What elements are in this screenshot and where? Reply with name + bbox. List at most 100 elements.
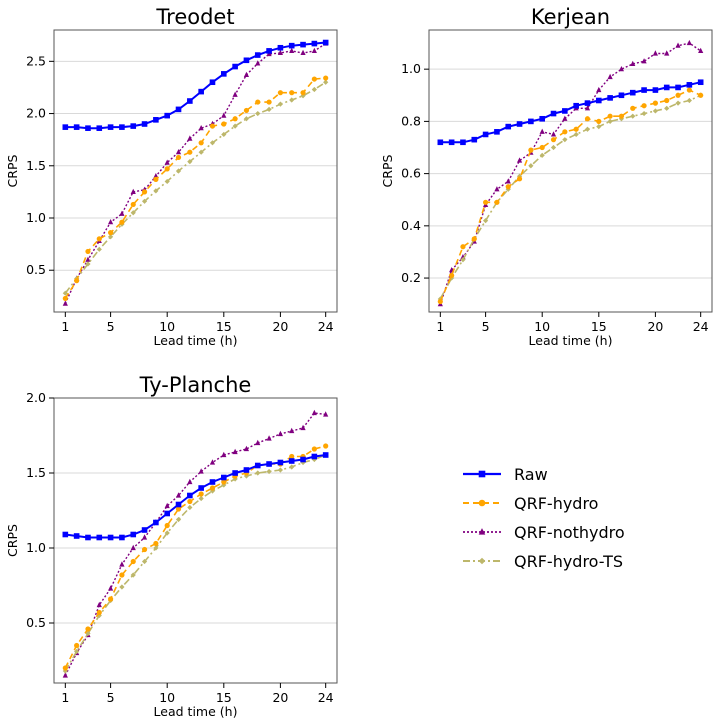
- series-line-raw: [65, 454, 326, 539]
- data-point-qrf-nothydro: [108, 218, 114, 225]
- data-point-qrf-hydro-ts: [289, 97, 295, 103]
- data-point-qrf-hydro: [198, 140, 204, 146]
- data-point-qrf-nothydro: [596, 86, 602, 93]
- data-point-qrf-hydro: [175, 154, 182, 161]
- data-point-raw: [322, 39, 329, 46]
- chart-title: Ty-Planche: [139, 373, 252, 397]
- y-axis-label: CRPS: [380, 154, 395, 187]
- data-point-qrf-hydro-ts: [550, 144, 557, 151]
- data-point-qrf-nothydro: [641, 58, 647, 64]
- data-point-qrf-hydro: [164, 166, 170, 172]
- data-point-raw: [686, 82, 693, 88]
- y-tick-label: 1.0: [26, 540, 46, 555]
- data-point-raw: [141, 121, 148, 127]
- data-point-raw: [311, 40, 318, 47]
- data-point-raw: [697, 79, 704, 86]
- data-point-qrf-hydro-ts: [153, 545, 159, 551]
- data-point-qrf-hydro: [641, 103, 647, 109]
- data-point-qrf-nothydro: [311, 47, 317, 53]
- data-point-qrf-hydro-ts: [164, 530, 170, 536]
- data-point-raw: [528, 118, 534, 125]
- data-point-qrf-hydro: [266, 99, 272, 105]
- x-tick-label: 20: [647, 319, 663, 334]
- data-point-qrf-hydro: [96, 236, 102, 242]
- data-point-qrf-nothydro: [232, 91, 238, 97]
- data-point-qrf-hydro: [471, 236, 477, 242]
- data-point-qrf-hydro: [652, 100, 659, 106]
- data-point-qrf-nothydro: [289, 427, 295, 434]
- data-point-qrf-nothydro: [698, 47, 704, 53]
- data-point-raw: [243, 467, 250, 473]
- data-point-raw: [96, 534, 103, 541]
- data-point-qrf-hydro: [584, 116, 591, 122]
- data-point-raw: [85, 125, 91, 131]
- data-point-qrf-hydro: [311, 76, 317, 82]
- data-point-qrf-hydro: [449, 272, 455, 279]
- data-point-qrf-hydro-ts: [232, 123, 238, 129]
- data-point-qrf-hydro: [209, 123, 216, 129]
- x-tick-label: 15: [216, 319, 232, 334]
- data-point-raw: [266, 461, 272, 467]
- data-point-qrf-nothydro: [243, 445, 250, 452]
- data-point-qrf-hydro: [130, 558, 136, 565]
- data-point-raw: [288, 458, 295, 464]
- data-point-raw: [437, 139, 444, 146]
- y-axis-label: CRPS: [5, 524, 20, 557]
- data-point-raw: [322, 452, 329, 458]
- data-point-qrf-hydro-ts: [198, 149, 204, 155]
- data-point-qrf-nothydro: [277, 430, 283, 437]
- data-point-raw: [175, 501, 182, 508]
- data-point-qrf-hydro-ts: [573, 131, 579, 138]
- data-point-qrf-hydro-ts: [266, 468, 272, 475]
- y-axis-label: CRPS: [5, 154, 20, 187]
- data-point-qrf-hydro-ts: [652, 108, 658, 114]
- data-point-qrf-hydro-ts: [108, 234, 114, 240]
- data-point-qrf-hydro: [243, 107, 250, 114]
- data-point-qrf-hydro-ts: [483, 218, 489, 224]
- data-point-raw: [607, 95, 613, 101]
- x-tick-label: 1: [61, 319, 69, 334]
- data-point-qrf-hydro-ts: [562, 137, 568, 143]
- data-point-qrf-hydro: [198, 491, 204, 497]
- data-point-qrf-nothydro: [300, 49, 306, 56]
- data-point-raw: [300, 41, 306, 48]
- data-point-qrf-hydro-ts: [528, 163, 534, 169]
- data-point-qrf-hydro: [108, 230, 114, 236]
- y-tick-label: 2.0: [26, 390, 46, 405]
- y-tick-label: 2.5: [26, 53, 46, 68]
- data-point-raw: [277, 459, 284, 466]
- data-point-qrf-hydro-ts: [255, 470, 261, 476]
- x-tick-label: 10: [159, 319, 175, 334]
- data-point-raw: [96, 125, 103, 131]
- data-point-raw: [288, 42, 295, 49]
- y-tick-label: 2.0: [26, 106, 46, 121]
- data-point-raw: [471, 136, 478, 143]
- data-point-qrf-hydro: [607, 113, 613, 119]
- data-point-qrf-hydro: [686, 87, 692, 93]
- data-point-qrf-hydro-ts: [130, 210, 136, 216]
- data-point-raw: [675, 84, 681, 91]
- data-point-qrf-hydro: [675, 92, 681, 98]
- data-point-raw: [232, 470, 238, 476]
- data-point-raw: [187, 98, 193, 104]
- data-point-raw: [73, 533, 80, 539]
- data-point-qrf-hydro: [550, 137, 557, 143]
- data-point-qrf-hydro-ts: [584, 126, 591, 132]
- data-point-qrf-hydro-ts: [141, 198, 148, 204]
- data-point-qrf-hydro: [62, 295, 68, 302]
- data-point-qrf-nothydro: [198, 124, 204, 131]
- data-point-qrf-nothydro: [187, 135, 193, 141]
- data-point-qrf-hydro: [596, 118, 602, 124]
- data-point-qrf-hydro-ts: [187, 504, 193, 511]
- data-point-raw: [482, 131, 489, 138]
- legend-marker-qrf-hydro-ts: [478, 557, 486, 565]
- x-tick-label: 5: [482, 319, 490, 334]
- data-point-qrf-hydro: [153, 176, 159, 182]
- data-point-qrf-nothydro: [130, 544, 136, 551]
- data-point-qrf-nothydro: [675, 42, 681, 48]
- data-point-qrf-nothydro: [664, 50, 670, 56]
- y-tick-label: 1.5: [26, 158, 46, 173]
